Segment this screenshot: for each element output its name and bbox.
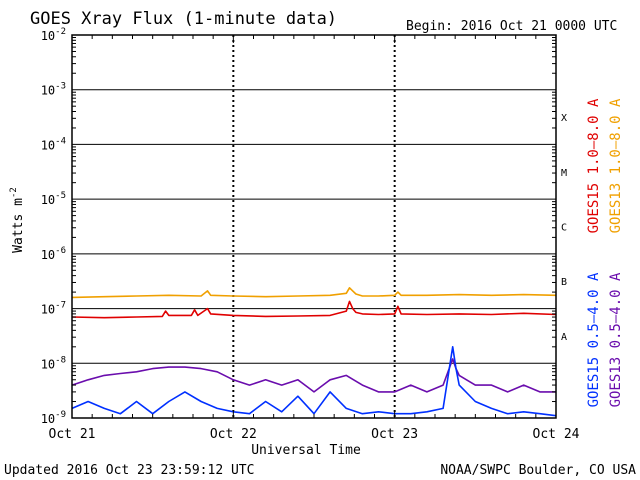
legend-label: GOES13 1.0–8.0 A [608,98,624,233]
credit-label: NOAA/SWPC Boulder, CO USA [440,463,636,478]
series-line [71,345,557,417]
series-line [71,286,557,299]
x-axis-label: Universal Time [251,443,361,458]
legend: GOES15 1.0–8.0 A GOES13 1.0–8.0 A GOES15 0… [586,98,624,407]
legend-item: GOES15 0.5–4.0 A [586,272,602,407]
y-tick-label: 10-3 [41,82,66,98]
y-tick-label: 10-7 [41,301,66,317]
x-tick-label: Oct 21 [49,427,96,442]
plot-area [72,34,556,419]
flare-class-label: B [561,277,567,288]
legend-item: GOES13 0.5–4.0 A [608,272,624,407]
y-tick-label: 10-8 [41,355,66,371]
y-tick-label: 10-2 [41,27,66,43]
y-tick-label: 10-5 [41,191,66,207]
legend-item: GOES15 1.0–8.0 A [586,98,602,233]
begin-label: Begin: 2016 Oct 21 0000 UTC [406,19,617,34]
series-line [71,358,556,393]
flare-class-label: M [561,168,567,179]
legend-label: GOES13 0.5–4.0 A [608,272,624,407]
y-axis-label: Watts m-2 [9,187,26,253]
y-axis-label-base: Watts m [11,198,26,253]
x-tick-label: Oct 24 [533,427,580,442]
y-axis-label-group: Watts m-2 [9,187,26,253]
legend-label: GOES15 0.5–4.0 A [586,272,602,407]
flare-class-label: X [561,113,567,124]
legend-label: GOES15 1.0–8.0 A [586,98,602,233]
legend-item: GOES13 1.0–8.0 A [608,98,624,233]
x-tick-label: Oct 22 [210,427,257,442]
updated-timestamp: Updated 2016 Oct 23 23:59:12 UTC [4,463,254,478]
y-tick-label: 10-4 [41,136,66,152]
series-line [71,300,557,319]
y-tick-label: 10-9 [41,410,66,426]
y-axis-label-exponent: -2 [9,187,19,198]
flare-class-label: C [561,223,567,234]
y-tick-label: 10-6 [41,246,66,262]
chart-title: GOES Xray Flux (1-minute data) [30,9,337,29]
flare-class-label: A [561,332,567,343]
series-group [71,286,557,417]
x-tick-label: Oct 23 [371,427,418,442]
